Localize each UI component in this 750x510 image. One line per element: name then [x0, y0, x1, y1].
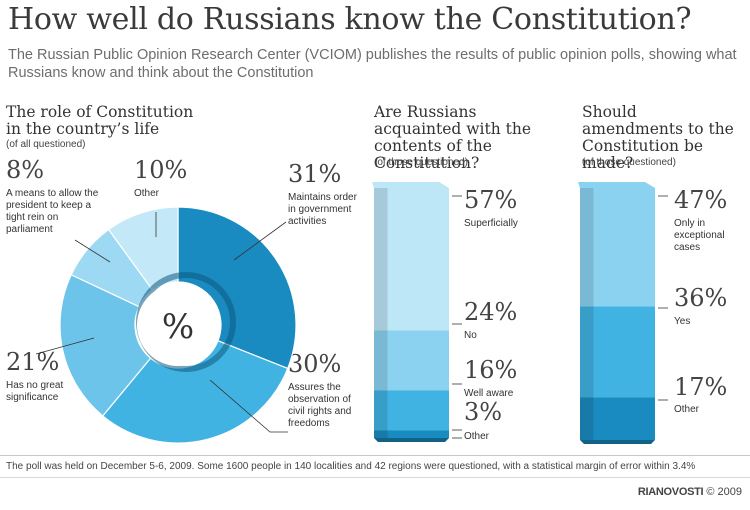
bar2-segment-label: Yes [674, 316, 691, 327]
leader-line [74, 239, 111, 263]
pie-pct-label: 21% [6, 348, 60, 376]
bar2-pct-label: 17% [674, 373, 728, 401]
bar1-pct-label: 16% [464, 356, 518, 384]
bar1-segment-label: Other [464, 431, 490, 442]
pie-pct-label: 31% [288, 160, 342, 188]
pie-slice [177, 206, 297, 370]
bar1-segment-shade [374, 430, 388, 438]
bar1-pct-label: 24% [464, 298, 518, 326]
footer-note: The poll was held on December 5-6, 2009.… [6, 461, 696, 472]
bar1-title: Are Russians acquainted with the content… [374, 103, 532, 172]
bar2-base [580, 440, 655, 444]
bar1-base [374, 438, 449, 442]
leader-line [35, 337, 95, 355]
page-title: How well do Russians know the Constituti… [8, 2, 692, 37]
page-subtitle: The Russian Public Opinion Research Cent… [8, 47, 737, 81]
pie-slice-label: A means to allow the president to keep a… [6, 188, 99, 235]
pie-pct-label: 30% [288, 350, 342, 378]
bar2-note: (of those questioned) [582, 157, 676, 168]
copyright-year: © 2009 [706, 486, 742, 498]
bar1-segment-shade [374, 390, 388, 431]
bar2-segment-label: Only in exceptional cases [674, 218, 725, 253]
bar2-segment-label: Other [674, 404, 700, 415]
leader-line [233, 221, 287, 261]
bar1-segment-label: Well aware [464, 388, 514, 399]
footer-divider [0, 455, 750, 456]
pie-center-label: % [162, 307, 194, 347]
bar2-top [578, 182, 655, 188]
bar2-title: Should amendments to the Constitution be… [582, 103, 734, 172]
credit: RIANOVOSTI © 2009 [638, 486, 742, 498]
pie-title: The role of Constitution in the country’… [6, 103, 194, 138]
charts-canvas: % [35, 182, 668, 444]
bar1-top [372, 182, 449, 188]
bar1-note: (of those questioned) [374, 157, 468, 168]
pie-slice-label: Maintains order in government activities [288, 192, 357, 227]
footer-divider [0, 477, 750, 478]
brand-logo: RIANOVOSTI [637, 486, 704, 498]
bar2-pct-label: 36% [674, 284, 728, 312]
pie-center [137, 284, 219, 366]
bar1-segment-label: Superficially [464, 218, 518, 229]
pie-slice-label: Has no great significance [6, 380, 64, 403]
bar1-pct-label: 3% [464, 398, 503, 426]
pie-note: (of all questioned) [6, 139, 86, 150]
bar2-pct-label: 47% [674, 186, 728, 214]
bar1-segment-shade [374, 330, 388, 391]
pie-slice [59, 273, 152, 417]
pie-pct-label: 8% [6, 156, 45, 184]
bar2-segment-shade [580, 188, 594, 307]
bar1-segment-shade [374, 188, 388, 331]
bar1-pct-label: 57% [464, 186, 518, 214]
pie-pct-label: 10% [134, 156, 188, 184]
bar2-segment-shade [580, 397, 594, 440]
pie-slice-label: Assures the observation of civil rights … [288, 382, 352, 429]
pie-slice-label: Other [134, 188, 160, 199]
leader-line [209, 379, 288, 433]
bar1-segment [374, 430, 449, 438]
pie-slice [101, 340, 289, 444]
bar1-segment-label: No [464, 330, 477, 341]
bar2-segment-shade [580, 306, 594, 398]
